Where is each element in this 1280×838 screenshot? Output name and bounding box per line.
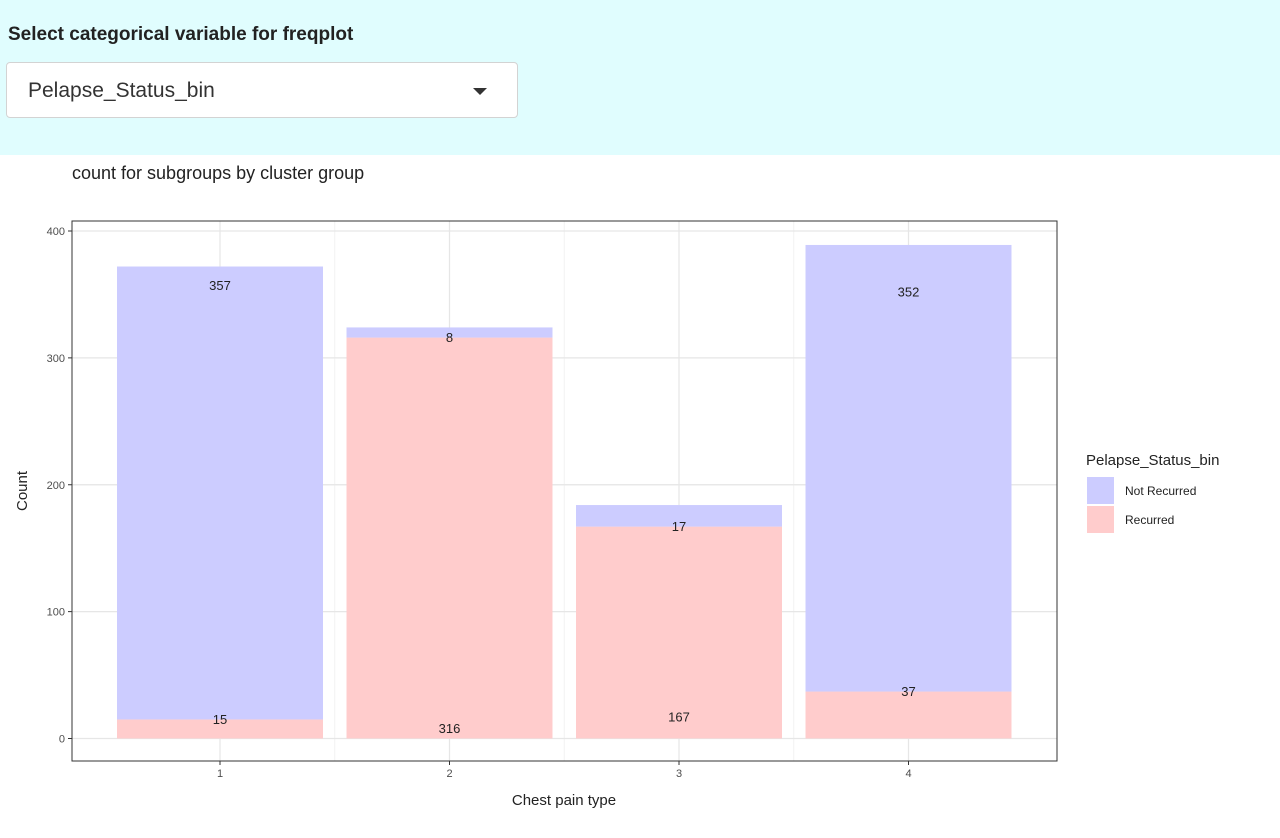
- bar-label: 316: [439, 721, 461, 736]
- x-axis-title: Chest pain type: [512, 792, 616, 809]
- bar-label: 37: [901, 684, 915, 699]
- legend: Pelapse_Status_bin Not Recurred Recurred: [1086, 452, 1219, 533]
- x-tick-label: 3: [676, 768, 682, 780]
- legend-label: Not Recurred: [1125, 484, 1196, 498]
- control-panel: Select categorical variable for freqplot…: [0, 0, 1280, 155]
- y-tick-label: 200: [47, 480, 65, 492]
- x-axis: 1 2 3 4: [217, 761, 912, 780]
- y-tick-label: 100: [47, 607, 65, 619]
- x-tick-label: 4: [905, 768, 911, 780]
- chart-title: count for subgroups by cluster group: [72, 163, 364, 183]
- bar-recurred: [576, 526, 782, 739]
- bars: [117, 244, 1012, 739]
- legend-label: Recurred: [1125, 513, 1174, 527]
- bar-label: 8: [446, 330, 453, 345]
- bar-label: 167: [668, 709, 690, 724]
- bar-labels: 15 357 8 316 17 167 37 352: [209, 278, 919, 736]
- bar-label: 352: [898, 284, 920, 299]
- y-tick-label: 400: [47, 226, 65, 238]
- y-tick-label: 300: [47, 353, 65, 365]
- legend-title: Pelapse_Status_bin: [1086, 452, 1219, 469]
- variable-select[interactable]: Pelapse_Status_bin: [6, 62, 518, 118]
- freq-chart: count for subgroups by cluster group 15 3…: [14, 163, 1219, 809]
- bar-label: 357: [209, 278, 231, 293]
- variable-select-value: Pelapse_Status_bin: [28, 79, 215, 102]
- bar-not-recurred: [576, 505, 782, 527]
- plot-panel-border: [71, 220, 1058, 762]
- y-axis: 0 100 200 300 400: [47, 226, 72, 746]
- x-tick-label: 2: [446, 768, 452, 780]
- bar-not-recurred: [117, 266, 323, 720]
- plot-output: count for subgroups by cluster group 15 3…: [0, 155, 1280, 833]
- bar-not-recurred: [346, 327, 553, 338]
- x-tick-label: 1: [217, 768, 223, 780]
- bar-not-recurred: [805, 244, 1012, 692]
- bar-label: 17: [672, 519, 686, 534]
- chevron-down-icon[interactable]: [473, 88, 487, 95]
- y-tick-label: 0: [59, 734, 65, 746]
- variable-select-label: Select categorical variable for freqplot: [8, 24, 354, 45]
- bar-recurred: [346, 337, 553, 739]
- bar-recurred: [805, 691, 1012, 739]
- legend-key: [1087, 506, 1114, 533]
- y-axis-title: Count: [14, 470, 31, 511]
- bar-recurred: [117, 719, 323, 739]
- bar-label: 15: [213, 712, 227, 727]
- legend-key: [1087, 477, 1114, 504]
